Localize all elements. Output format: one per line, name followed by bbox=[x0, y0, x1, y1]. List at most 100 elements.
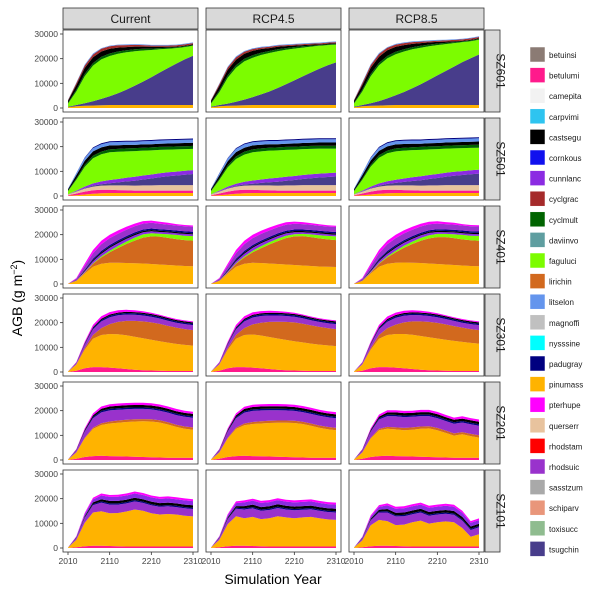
area-querserr bbox=[211, 185, 336, 196]
area-rhodsuic bbox=[68, 408, 193, 460]
x-axis-ticks: 2010 2110 2210 2310 2010 2110 2210 2310 2010 2110… bbox=[59, 552, 489, 566]
y-tick-label: 0 bbox=[53, 279, 58, 289]
strip-label-sz401: SZ401 bbox=[494, 229, 508, 265]
legend-key-carpvimi bbox=[529, 108, 546, 125]
panel-sz201-current bbox=[62, 381, 199, 465]
y-tick-label: 0 bbox=[53, 191, 58, 201]
y-tick-label: 10000 bbox=[34, 166, 58, 176]
legend-label-cornkous: cornkous bbox=[549, 154, 581, 163]
legend-key-pterhupe bbox=[529, 396, 546, 413]
area-rhodsuic bbox=[211, 508, 336, 548]
y-tick-label: 0 bbox=[53, 543, 58, 553]
legend-key-litselon bbox=[529, 293, 546, 310]
strip-sz101 bbox=[484, 469, 501, 553]
panel-sz301-current bbox=[62, 293, 199, 377]
legend-key-cornkous bbox=[529, 149, 546, 166]
area-querserr bbox=[68, 185, 193, 196]
area-cunnlanc bbox=[211, 500, 336, 548]
area-betulumi bbox=[354, 189, 479, 196]
x-tick-label: 2010 bbox=[59, 556, 78, 566]
legend-label-pterhupe: pterhupe bbox=[549, 401, 581, 410]
legend-key-lirichin bbox=[529, 273, 546, 289]
area-faguluci bbox=[354, 147, 479, 195]
y-axis-title-superscript: −2 bbox=[9, 264, 19, 274]
strip-label-sz501: SZ501 bbox=[494, 141, 508, 177]
y-tick-label: 20000 bbox=[34, 494, 58, 504]
area-pinumass bbox=[68, 509, 193, 548]
area-betulumi bbox=[68, 189, 193, 196]
area-pinumass bbox=[68, 421, 193, 460]
area-querserr bbox=[354, 185, 479, 196]
area-tsugchin bbox=[68, 55, 193, 108]
y-tick-label: 10000 bbox=[34, 254, 58, 264]
area-faguluci bbox=[211, 44, 336, 107]
panel-sz401-current bbox=[62, 205, 199, 289]
strip-label-sz201: SZ201 bbox=[494, 405, 508, 441]
y-tick-label: 30000 bbox=[34, 117, 58, 127]
legend-label-rhodsuic: rhodsuic bbox=[549, 463, 579, 472]
area-rhodsuic bbox=[354, 416, 479, 460]
legend-key-pinumass bbox=[529, 376, 546, 392]
area-betulumi bbox=[211, 455, 336, 460]
area-rhodsuic bbox=[211, 223, 336, 284]
legend-key-tsugchin bbox=[529, 541, 546, 557]
area-pinumass bbox=[211, 193, 336, 196]
y-tick-label: 10000 bbox=[34, 342, 58, 352]
legend-key-rhodstam bbox=[529, 438, 546, 454]
area-castsegu bbox=[211, 43, 336, 103]
area-betulumi bbox=[354, 455, 479, 460]
x-tick-label: 2310 bbox=[327, 556, 346, 566]
area-tsugchin bbox=[211, 176, 336, 195]
legend-label-tsugchin: tsugchin bbox=[549, 545, 579, 554]
column-strips: Current RCP4.5 RCP8.5 bbox=[62, 7, 485, 30]
panel-sz501-rcp8-5 bbox=[348, 117, 485, 201]
area-rhodsuic bbox=[68, 222, 193, 284]
strip-sz501 bbox=[484, 117, 501, 201]
y-axis-ticks: 0 10000 20000 30000 0 10000 20000 30000 0 10000 20… bbox=[34, 29, 63, 553]
x-axis-title: Simulation Year bbox=[224, 571, 322, 587]
area-tsugchin bbox=[68, 174, 193, 195]
area-cunnlanc bbox=[211, 172, 336, 195]
legend-key-cyclmult bbox=[529, 211, 546, 228]
legend-key-betulumi bbox=[529, 67, 546, 83]
strip-label-rcp4-5: RCP4.5 bbox=[252, 12, 294, 26]
x-tick-label: 2110 bbox=[387, 556, 406, 566]
area-faguluci bbox=[211, 148, 336, 195]
strip-rcp8-5 bbox=[348, 7, 485, 30]
area-betulumi bbox=[68, 367, 193, 372]
area-tsugchin bbox=[211, 62, 336, 108]
legend-label-padugray: padugray bbox=[549, 360, 582, 369]
panel-sz101-rcp8-5 bbox=[348, 469, 485, 553]
legend-label-sasstzum: sasstzum bbox=[549, 484, 583, 493]
legend-key-padugray bbox=[529, 355, 546, 372]
area-betulumi bbox=[68, 545, 193, 548]
panel-sz501-rcp4-5 bbox=[205, 117, 342, 201]
area-pinumass bbox=[354, 193, 479, 196]
area-lirichin bbox=[211, 236, 336, 284]
strip-sz601 bbox=[484, 29, 501, 113]
legend-label-magnoffi: magnoffi bbox=[549, 319, 580, 328]
legend-label-cunnlanc: cunnlanc bbox=[549, 175, 581, 184]
area-pinumass bbox=[68, 262, 193, 284]
legend-key-daviinvo bbox=[529, 232, 546, 248]
area-pinumass bbox=[354, 262, 479, 284]
y-tick-label: 30000 bbox=[34, 381, 58, 391]
area-faguluci bbox=[68, 45, 193, 107]
y-tick-label: 20000 bbox=[34, 318, 58, 328]
legend-label-toxisucc: toxisucc bbox=[549, 525, 578, 534]
area-betulumi bbox=[68, 455, 193, 460]
area-faguluci bbox=[211, 233, 336, 284]
legend-label-faguluci: faguluci bbox=[549, 257, 577, 266]
area-pinumass bbox=[68, 334, 193, 372]
panel-sz401-rcp8-5 bbox=[348, 205, 485, 289]
area-pinumass bbox=[68, 105, 193, 108]
y-tick-label: 30000 bbox=[34, 29, 58, 39]
y-tick-label: 0 bbox=[53, 367, 58, 377]
y-tick-label: 30000 bbox=[34, 469, 58, 479]
area-lirichin bbox=[354, 237, 479, 284]
y-tick-label: 20000 bbox=[34, 406, 58, 416]
area-pinumass bbox=[211, 422, 336, 460]
x-tick-label: 2010 bbox=[202, 556, 221, 566]
area-cunnlanc bbox=[68, 170, 193, 195]
y-tick-label: 20000 bbox=[34, 142, 58, 152]
